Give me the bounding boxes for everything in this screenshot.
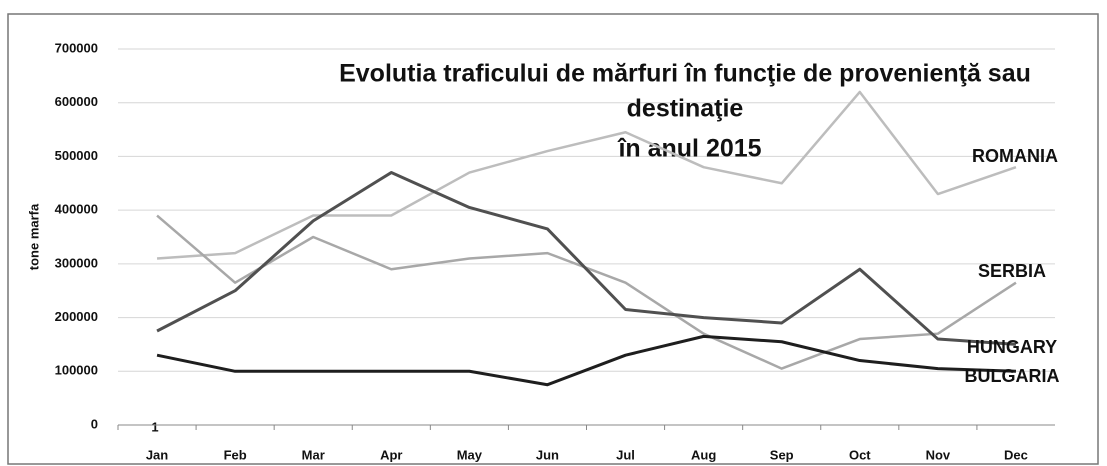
y-tick-label: 200000 — [55, 309, 98, 324]
annotation: 1 — [151, 419, 158, 434]
x-tick-label: Aug — [691, 447, 716, 462]
y-tick-label: 0 — [91, 416, 98, 431]
y-tick-label: 100000 — [55, 363, 98, 378]
x-tick-label: Oct — [849, 447, 871, 462]
frame — [7, 13, 1099, 465]
series-line — [156, 171, 1017, 346]
x-tick-label: Nov — [926, 447, 951, 462]
x-tick-label: Apr — [380, 447, 402, 462]
y-tick-label: 600000 — [55, 94, 98, 109]
chart-title: destinaţie — [627, 95, 744, 123]
y-tick-label: 700000 — [55, 40, 98, 55]
x-tick-label: Jan — [146, 447, 168, 462]
x-tick-label: Jul — [616, 447, 635, 462]
series-line — [156, 334, 1017, 387]
y-tick-label: 500000 — [55, 148, 98, 163]
y-tick-label: 300000 — [55, 255, 98, 270]
series-label: SERBIA — [978, 261, 1046, 281]
x-tick-label: May — [457, 447, 483, 462]
x-tick-label: Mar — [302, 447, 325, 462]
x-tick-label: Feb — [224, 447, 247, 462]
x-tick-label: Jun — [536, 447, 559, 462]
chart-title: Evolutia traficului de mărfuri în funcţi… — [339, 60, 1031, 88]
y-axis-label: tone marfa — [26, 203, 41, 270]
y-tick-label: 400000 — [55, 202, 98, 217]
series-line — [156, 90, 1017, 260]
x-tick-label: Sep — [770, 447, 794, 462]
series-label: ROMANIA — [972, 146, 1058, 166]
series-label: HUNGARY — [967, 337, 1057, 357]
series-label: BULGARIA — [965, 366, 1060, 386]
x-tick-label: Dec — [1004, 447, 1028, 462]
